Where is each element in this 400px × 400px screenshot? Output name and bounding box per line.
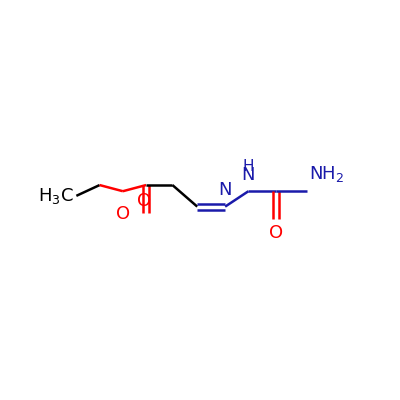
Text: H$_3$C: H$_3$C xyxy=(38,186,74,206)
Text: H: H xyxy=(243,159,254,174)
Text: NH$_2$: NH$_2$ xyxy=(309,164,344,184)
Text: O: O xyxy=(269,224,283,242)
Text: N: N xyxy=(242,166,255,184)
Text: N: N xyxy=(218,181,232,199)
Text: O: O xyxy=(138,192,152,210)
Text: O: O xyxy=(116,205,130,223)
